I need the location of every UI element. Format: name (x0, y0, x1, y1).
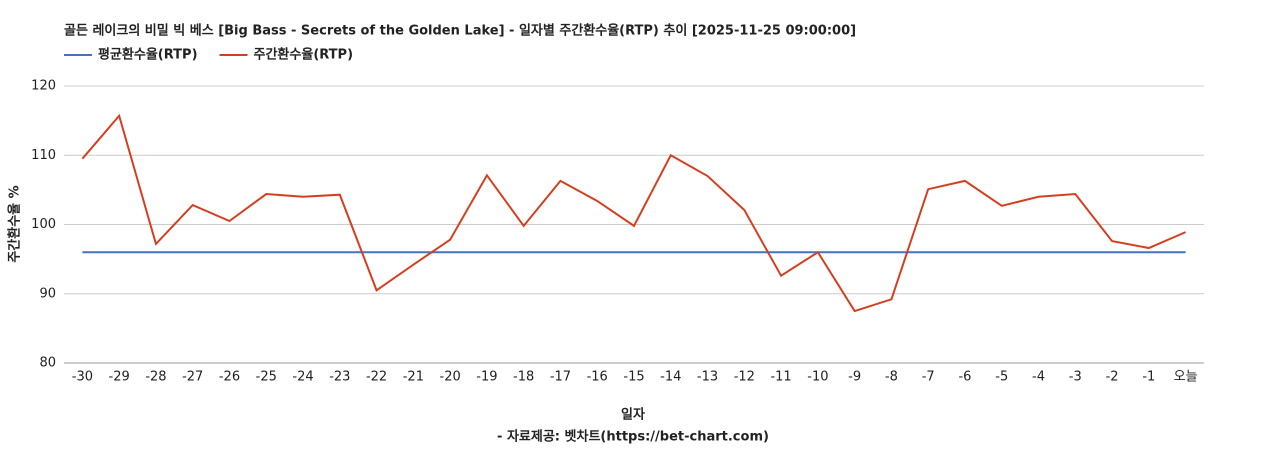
x-tick-label: -13 (697, 370, 718, 385)
chart-title: 골든 레이크의 비밀 빅 베스 [Big Bass - Secrets of t… (64, 23, 856, 39)
x-tick-label: 오늘 (1174, 370, 1198, 385)
x-tick-label: -23 (329, 370, 350, 385)
x-tick-label: -11 (770, 370, 791, 385)
y-axis-label: 주간환수율 % (7, 185, 23, 262)
y-tick-label: 90 (39, 286, 56, 301)
x-tick-label: -6 (958, 370, 971, 385)
x-tick-label: -29 (109, 370, 130, 385)
x-tick-label: -17 (550, 370, 571, 385)
legend-label: 주간환수율(RTP) (254, 47, 354, 63)
x-tick-label: -27 (182, 370, 203, 385)
x-tick-label: -3 (1069, 370, 1082, 385)
x-tick-label: -19 (476, 370, 497, 385)
y-tick-label: 100 (31, 217, 56, 232)
x-tick-label: -14 (660, 370, 681, 385)
x-tick-label: -20 (440, 370, 461, 385)
x-tick-label: -7 (922, 370, 935, 385)
x-tick-label: -8 (885, 370, 898, 385)
series-line (81, 113, 1187, 313)
x-tick-label: -12 (734, 370, 755, 385)
source-note: - 자료제공: 벳차트(https://bet-chart.com) (497, 429, 769, 445)
y-tick-label: 80 (39, 356, 56, 371)
x-tick-label: -15 (623, 370, 644, 385)
x-tick-label: -18 (513, 370, 534, 385)
x-tick-label: -21 (403, 370, 424, 385)
y-tick-label: 110 (31, 148, 56, 163)
x-tick-label: -26 (219, 370, 240, 385)
x-tick-label: -1 (1142, 370, 1155, 385)
y-tick-label: 120 (31, 79, 56, 94)
x-tick-label: -9 (848, 370, 861, 385)
x-tick-label: -30 (72, 370, 93, 385)
x-axis-label: 일자 (621, 408, 645, 423)
x-tick-label: -10 (807, 370, 828, 385)
x-tick-label: -5 (995, 370, 1008, 385)
x-tick-label: -24 (292, 370, 313, 385)
x-tick-label: -25 (256, 370, 277, 385)
x-tick-label: -4 (1032, 370, 1045, 385)
x-tick-label: -2 (1106, 370, 1119, 385)
x-tick-label: -16 (587, 370, 608, 385)
legend-label: 평균환수율(RTP) (98, 47, 198, 63)
x-tick-label: -28 (145, 370, 166, 385)
x-tick-label: -22 (366, 370, 387, 385)
